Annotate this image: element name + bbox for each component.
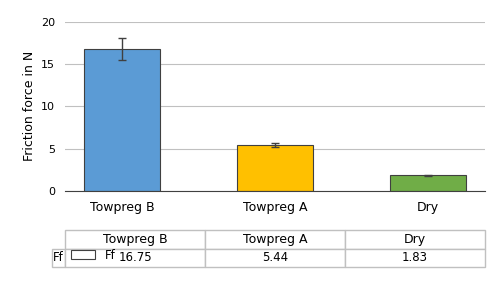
Legend: Ff: Ff xyxy=(66,244,120,266)
Bar xyxy=(237,145,313,191)
Y-axis label: Friction force in N: Friction force in N xyxy=(22,51,36,161)
Bar xyxy=(84,49,160,191)
Bar xyxy=(390,176,466,191)
